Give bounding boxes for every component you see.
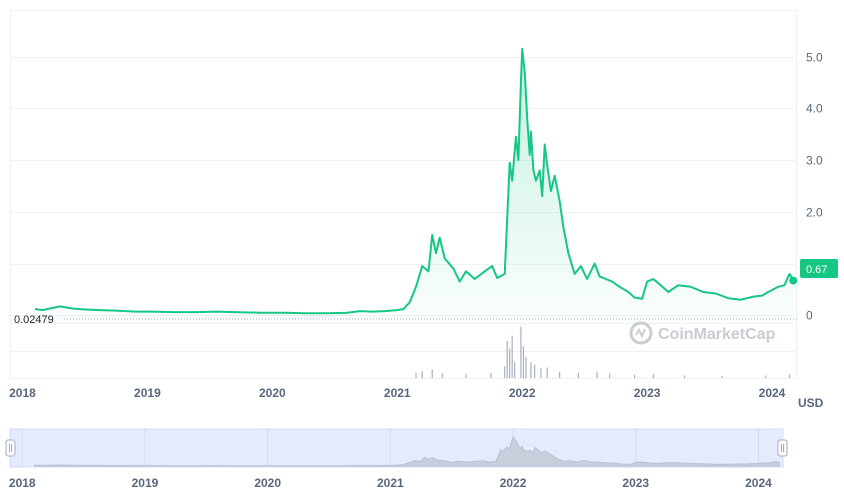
x-tick-label: 2021 [384,386,411,400]
watermark: CoinMarketCap [629,321,776,345]
volume-bar [431,369,433,378]
volume-bar [441,373,443,378]
current-price-badge: 0.67 [800,259,838,278]
navigator-series-area [34,436,780,467]
x-tick-label: 2019 [134,386,161,400]
navigator-right-handle[interactable] [777,439,788,457]
volume-bar [465,373,467,378]
volume-bar [540,368,542,378]
x-tick-label: 2018 [9,386,36,400]
navigator-x-axis: 2018 2019 2020 2021 2022 2023 2024 [9,476,772,490]
volume-bar [525,356,527,378]
volume-bar [415,372,417,378]
y-axis: 01.02.03.04.05.0 [806,51,823,323]
navigator-tick-label: 2019 [132,476,159,490]
navigator-series [34,436,780,467]
volume-bar [652,374,654,378]
volume-bar [504,366,506,378]
volume-bar [634,374,636,378]
navigator-left-handle[interactable] [5,439,16,457]
volume-bar [522,346,525,378]
y-tick-label: 4.0 [806,102,823,116]
volume-bar [511,335,513,378]
navigator-tick-label: 2018 [9,476,36,490]
x-tick-label: 2024 [759,386,786,400]
volume-bar [765,375,767,378]
range-navigator[interactable]: 2018 2019 2020 2021 2022 2023 2024 [5,428,788,490]
volume-bar [559,371,561,378]
volume-bar [534,364,536,378]
volume-bar [721,375,723,378]
x-tick-label: 2020 [259,386,286,400]
current-price-dot [789,276,798,285]
price-badge-value: 0.67 [806,264,827,276]
volume-bar [509,348,511,378]
navigator-tick-label: 2022 [500,476,527,490]
navigator-tick-label: 2021 [377,476,404,490]
navigator-tick-label: 2023 [622,476,649,490]
y-tick-label: 5.0 [806,51,823,65]
volume-bar [490,372,492,378]
price-badge-bg [800,259,838,278]
y-tick-label: 2.0 [806,206,823,220]
volume-bar [788,374,791,378]
grid-lines [10,57,797,316]
x-tick-label: 2022 [509,386,536,400]
volume-bars [415,326,791,378]
price-line[interactable] [34,47,795,315]
volume-bar [506,340,508,378]
volume-bar [520,326,522,378]
price-area-fill [35,48,794,324]
volume-bar [609,373,611,378]
navigator-tick-label: 2020 [254,476,281,490]
y-tick-label: 0 [806,309,813,323]
coinmarketcap-logo-wave-icon [635,327,646,339]
volume-bar [577,372,579,378]
plot-frame [10,10,797,379]
x-axis: 2018 2019 2020 2021 2022 2023 2024 [9,386,786,400]
y-tick-label: 3.0 [806,154,823,168]
volume-bar [683,375,686,378]
x-tick-label: 2023 [634,386,661,400]
volume-bar [421,371,423,378]
navigator-selection[interactable] [9,428,784,468]
volume-bar [546,367,548,378]
coinmarketcap-logo-icon [629,321,653,345]
currency-label: USD [798,396,824,410]
price-area [34,47,798,324]
min-price-marker: 0.02479 [14,314,797,326]
navigator-tick-label: 2024 [745,476,772,490]
volume-bar [514,362,516,378]
volume-bar [530,362,532,378]
min-price-label: 0.02479 [14,314,54,326]
volume-bar [596,371,598,378]
watermark-text: CoinMarketCap [658,326,776,343]
